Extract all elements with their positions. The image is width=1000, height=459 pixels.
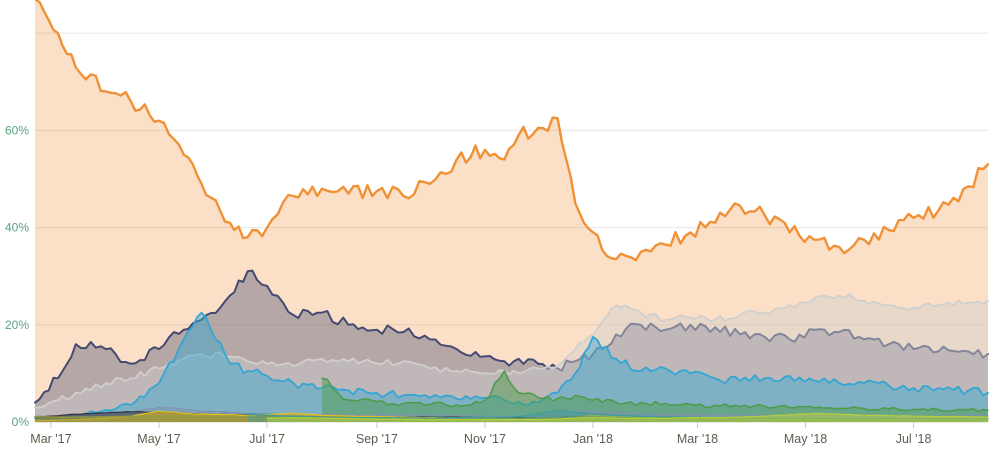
- x-axis-label: May '18: [784, 432, 827, 446]
- y-axis-label: 0%: [12, 415, 30, 429]
- series-area-others: [35, 294, 988, 422]
- series-line-bitcoin: [34, 0, 990, 262]
- series-area-bitcoin-cash: [322, 371, 988, 422]
- series-area-bitcoin: [35, 0, 988, 422]
- y-axis-label: 40%: [5, 221, 29, 235]
- x-axis-label: Jan '18: [573, 432, 613, 446]
- y-axis-label: 20%: [5, 318, 29, 332]
- x-axis-label: Jul '18: [896, 432, 932, 446]
- x-axis-label: Mar '18: [677, 432, 718, 446]
- x-axis-label: May '17: [137, 432, 180, 446]
- y-axis-label: 60%: [5, 123, 29, 137]
- x-axis-label: Nov '17: [464, 432, 506, 446]
- x-axis-label: Jul '17: [249, 432, 285, 446]
- x-axis-label: Mar '17: [30, 432, 71, 446]
- series-line-ethereum: [34, 269, 989, 404]
- series-line-bitcoin-cash: [321, 370, 989, 413]
- series-line-others: [34, 293, 989, 409]
- x-axis-label: Sep '17: [356, 432, 398, 446]
- series-line-eos: [266, 412, 989, 421]
- series-area-ripple: [35, 312, 988, 422]
- series-area-ethereum: [35, 270, 988, 422]
